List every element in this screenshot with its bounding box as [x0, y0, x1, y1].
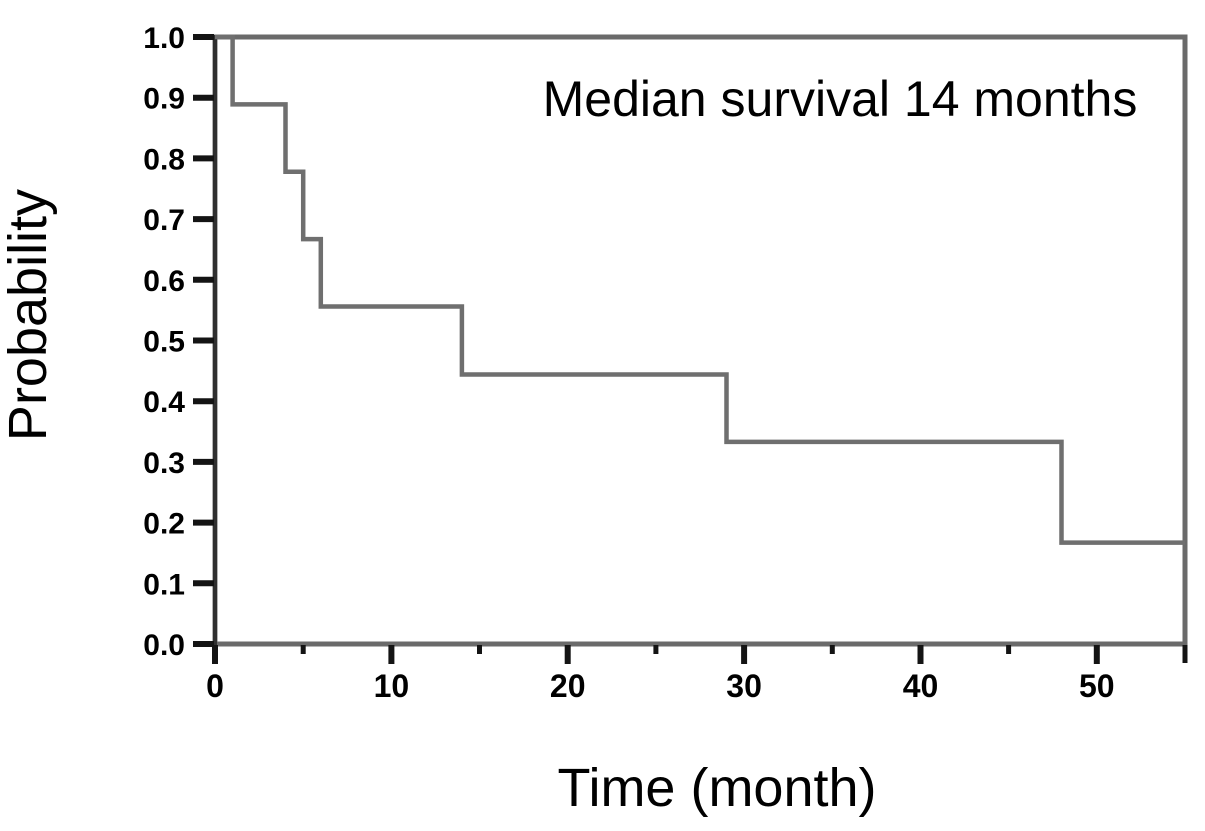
x-tick-label: 30 [726, 668, 762, 704]
y-tick-label: 0.2 [143, 508, 185, 541]
x-axis-label: Time (month) [557, 758, 876, 818]
x-tick-label: 50 [1079, 668, 1115, 704]
survival-curve [215, 34, 1185, 545]
survival-curve-layer [215, 34, 1185, 545]
y-tick-label: 0.1 [143, 568, 185, 601]
tick-labels: 0.0 0.1 0.2 0.3 0.4 0.5 0.6 0.7 0.8 0.9 1.0 0 10 20 30… [143, 22, 1114, 704]
x-tick-label: 20 [550, 668, 586, 704]
y-tick-label: 0.7 [143, 204, 185, 237]
y-tick-label: 0.3 [143, 447, 185, 480]
x-tick-label: 40 [903, 668, 939, 704]
y-tick-label: 0.5 [143, 326, 185, 359]
x-tick-label: 10 [374, 668, 410, 704]
plot-frame [212, 34, 1188, 647]
y-tick-label: 0.4 [143, 386, 185, 419]
y-tick-label: 0.8 [143, 143, 185, 176]
plot-frame-box [212, 34, 1188, 647]
axis-ticks [193, 34, 1188, 664]
y-tick-label: 0.6 [143, 265, 185, 298]
y-axis-label: Probability [0, 189, 58, 441]
y-tick-label: 0.9 [143, 83, 185, 116]
median-survival-annotation: Median survival 14 months [543, 71, 1138, 127]
y-tick-label: 1.0 [143, 22, 185, 55]
y-tick-label: 0.0 [143, 629, 185, 662]
x-tick-label: 0 [206, 668, 224, 704]
